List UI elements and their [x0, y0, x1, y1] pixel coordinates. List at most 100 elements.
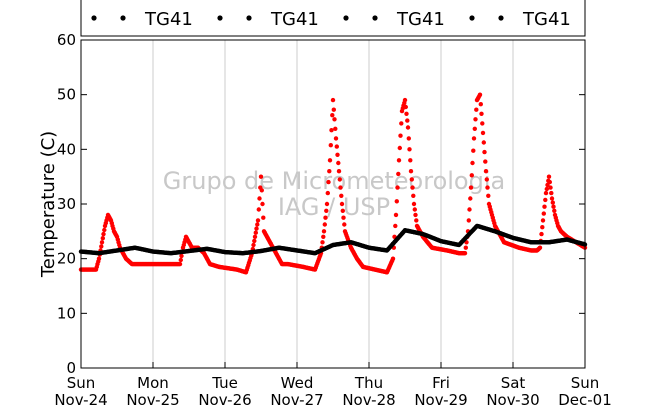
x-tick-day: Thu [354, 374, 383, 392]
x-tick-day: Mon [137, 374, 169, 392]
data-point [341, 215, 346, 220]
data-point [404, 111, 409, 117]
data-point [321, 234, 326, 239]
data-point [549, 196, 555, 201]
data-point [256, 207, 261, 212]
data-point [395, 185, 400, 190]
data-point [321, 229, 327, 234]
data-point [474, 107, 479, 112]
data-point [403, 104, 408, 110]
y-tick-label: 40 [57, 140, 76, 158]
data-point [252, 238, 257, 244]
data-point [255, 218, 261, 223]
data-point [254, 226, 259, 231]
data-point [546, 174, 552, 179]
data-point [177, 261, 183, 267]
y-tick-label: 20 [57, 250, 76, 268]
data-point [479, 111, 484, 117]
series-1 [78, 92, 588, 275]
legend-item: TG41 [469, 9, 571, 30]
data-point [406, 136, 411, 141]
data-point [331, 107, 336, 112]
data-point [398, 133, 403, 138]
y-tick-label: 0 [66, 359, 76, 377]
data-point [335, 152, 340, 157]
x-tick-date: Nov-28 [342, 391, 395, 409]
data-point [485, 185, 490, 190]
legend-label: TG41 [270, 9, 319, 30]
series-2 [78, 223, 588, 256]
data-point [396, 158, 402, 163]
data-point [257, 196, 262, 201]
legend-marker [91, 15, 97, 21]
data-point [328, 143, 333, 148]
data-point [468, 185, 474, 190]
data-point [179, 253, 184, 259]
x-tick-day: Tue [211, 374, 238, 392]
data-point [468, 196, 473, 201]
data-point [467, 207, 472, 212]
x-axis: SunNov-24MonNov-25TueNov-26WedNov-27ThuN… [54, 362, 612, 409]
legend-marker [120, 15, 126, 21]
data-point [251, 242, 256, 248]
x-tick-date: Nov-29 [414, 391, 467, 409]
data-point [483, 159, 488, 164]
data-point [463, 245, 468, 250]
data-point [540, 218, 546, 223]
legend-marker [343, 15, 349, 21]
watermark-line-2: IAG / USP [278, 193, 390, 221]
data-point [178, 257, 183, 263]
data-point [99, 240, 105, 245]
data-point [547, 179, 552, 185]
y-axis-label: Temperature (C) [38, 131, 59, 278]
data-point [466, 218, 471, 223]
data-point [323, 215, 328, 220]
data-point [472, 126, 477, 131]
data-point [329, 128, 334, 133]
data-point [548, 185, 553, 190]
data-point [330, 113, 335, 118]
y-tick-label: 10 [57, 304, 76, 322]
data-point [334, 144, 339, 149]
data-point [544, 186, 549, 192]
x-tick-date: Nov-24 [54, 391, 107, 409]
data-point [411, 193, 416, 198]
x-tick-date: Nov-30 [486, 391, 539, 409]
data-point [336, 160, 341, 166]
data-point [339, 193, 344, 198]
data-point [258, 174, 264, 179]
data-point [333, 126, 338, 131]
legend-item: TG41 [91, 9, 193, 30]
y-tick-label: 50 [57, 86, 76, 104]
data-point [394, 199, 399, 204]
data-point [411, 201, 417, 207]
series-marks [78, 92, 588, 275]
legend-marker [498, 15, 504, 21]
data-point [471, 136, 477, 141]
data-point [480, 121, 485, 126]
data-point [326, 179, 331, 185]
data-point [486, 193, 491, 198]
data-point [413, 212, 418, 218]
x-tick-date: Nov-27 [270, 391, 323, 409]
data-point [396, 171, 401, 177]
data-point [320, 240, 325, 245]
x-tick-day: Sun [67, 374, 96, 392]
x-tick-day: Wed [281, 374, 314, 392]
data-point [537, 245, 543, 250]
data-point [393, 223, 398, 229]
legend-marker [246, 15, 252, 21]
data-point [483, 169, 489, 174]
data-point [407, 147, 412, 152]
data-point [405, 125, 411, 130]
data-point [397, 145, 402, 151]
data-point [402, 97, 408, 103]
data-point [549, 190, 554, 196]
data-point [484, 177, 489, 182]
data-point [324, 208, 329, 213]
legend-item: TG41 [343, 9, 445, 30]
data-point [541, 211, 546, 216]
legend-item: TG41 [217, 9, 319, 30]
y-tick-label: 60 [57, 31, 76, 49]
data-point [410, 185, 415, 190]
